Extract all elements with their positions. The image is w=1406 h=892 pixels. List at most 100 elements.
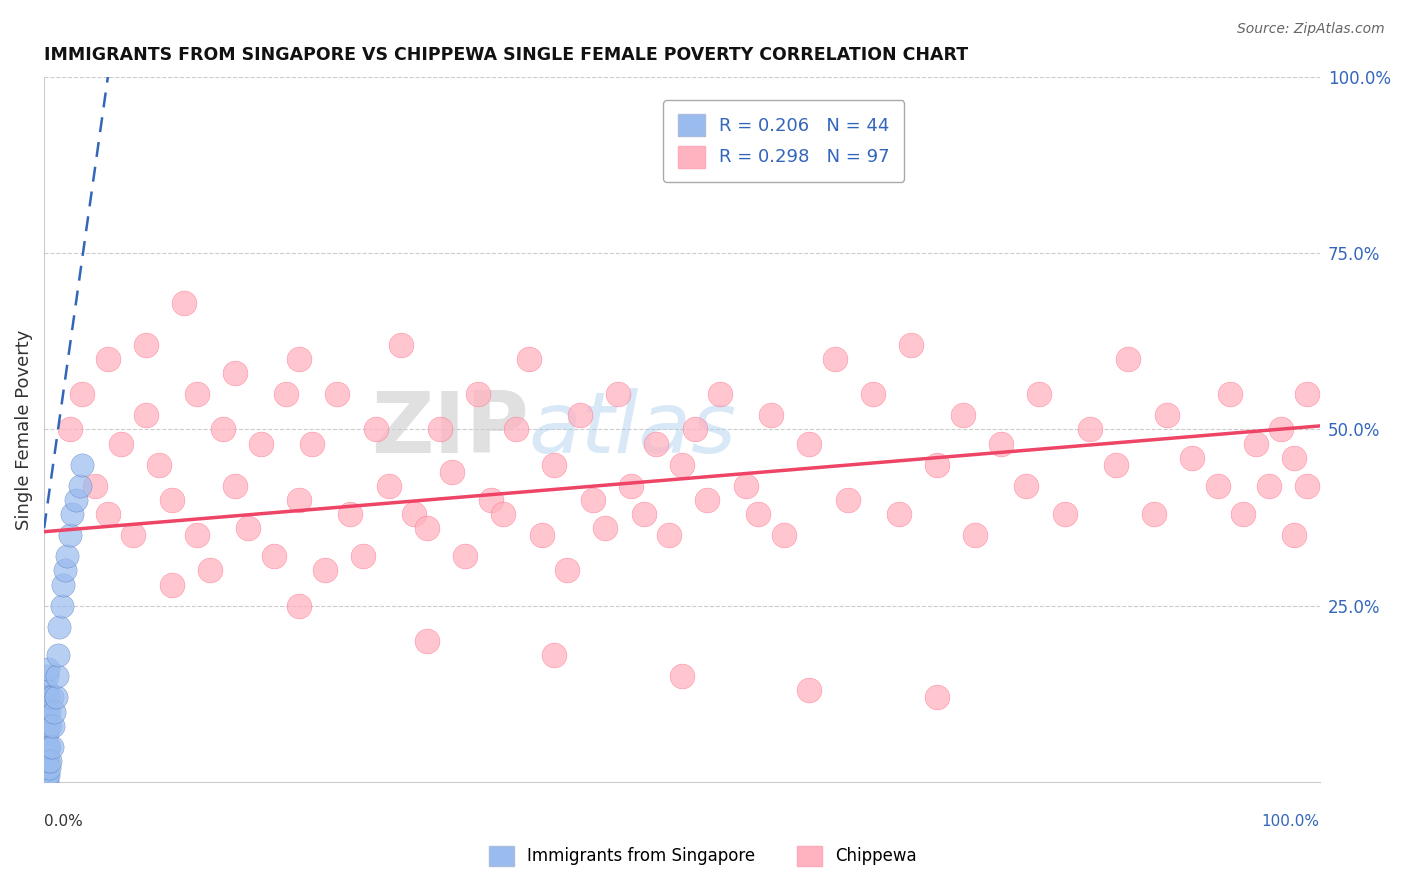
Point bbox=[1270, 422, 1292, 436]
Point bbox=[160, 493, 183, 508]
Point bbox=[314, 564, 336, 578]
Point bbox=[402, 507, 425, 521]
Point bbox=[389, 338, 412, 352]
Point bbox=[42, 718, 65, 732]
Point bbox=[38, 705, 60, 719]
Point bbox=[416, 521, 439, 535]
Point bbox=[34, 718, 56, 732]
Point bbox=[72, 387, 94, 401]
Point bbox=[60, 507, 83, 521]
Point bbox=[59, 422, 82, 436]
Point bbox=[37, 718, 59, 732]
Point bbox=[799, 436, 821, 450]
Point bbox=[925, 458, 948, 472]
Text: atlas: atlas bbox=[529, 388, 737, 471]
Point bbox=[72, 458, 94, 472]
Point bbox=[862, 387, 884, 401]
Point bbox=[633, 507, 655, 521]
Point bbox=[671, 669, 693, 683]
Point bbox=[148, 458, 170, 472]
Point bbox=[799, 683, 821, 698]
Point bbox=[1053, 507, 1076, 521]
Point bbox=[224, 479, 246, 493]
Point bbox=[53, 564, 76, 578]
Point bbox=[1206, 479, 1229, 493]
Point bbox=[211, 422, 233, 436]
Point bbox=[46, 648, 69, 662]
Point bbox=[1244, 436, 1267, 450]
Point bbox=[543, 648, 565, 662]
Point bbox=[671, 458, 693, 472]
Point bbox=[467, 387, 489, 401]
Text: ZIP: ZIP bbox=[371, 388, 529, 471]
Point bbox=[37, 662, 59, 676]
Legend: R = 0.206   N = 44, R = 0.298   N = 97: R = 0.206 N = 44, R = 0.298 N = 97 bbox=[664, 100, 904, 182]
Point bbox=[263, 549, 285, 564]
Point bbox=[595, 521, 617, 535]
Point bbox=[35, 705, 58, 719]
Text: 100.0%: 100.0% bbox=[1261, 814, 1320, 829]
Point bbox=[34, 739, 56, 754]
Point bbox=[35, 669, 58, 683]
Point bbox=[198, 564, 221, 578]
Point bbox=[135, 338, 157, 352]
Point bbox=[45, 690, 67, 705]
Point bbox=[34, 725, 56, 739]
Point bbox=[1118, 351, 1140, 366]
Point bbox=[1282, 528, 1305, 542]
Point bbox=[759, 409, 782, 423]
Point bbox=[238, 521, 260, 535]
Point bbox=[492, 507, 515, 521]
Text: IMMIGRANTS FROM SINGAPORE VS CHIPPEWA SINGLE FEMALE POVERTY CORRELATION CHART: IMMIGRANTS FROM SINGAPORE VS CHIPPEWA SI… bbox=[44, 46, 969, 64]
Point bbox=[824, 351, 846, 366]
Point bbox=[454, 549, 477, 564]
Point bbox=[37, 739, 59, 754]
Point bbox=[555, 564, 578, 578]
Text: 0.0%: 0.0% bbox=[44, 814, 83, 829]
Point bbox=[35, 775, 58, 789]
Point bbox=[97, 351, 120, 366]
Point bbox=[38, 739, 60, 754]
Point bbox=[990, 436, 1012, 450]
Point bbox=[44, 705, 66, 719]
Point bbox=[288, 351, 311, 366]
Point bbox=[288, 599, 311, 613]
Point bbox=[696, 493, 718, 508]
Point bbox=[160, 577, 183, 591]
Point bbox=[1296, 479, 1319, 493]
Point bbox=[505, 422, 527, 436]
Point bbox=[288, 493, 311, 508]
Point bbox=[65, 493, 87, 508]
Point bbox=[224, 366, 246, 380]
Point bbox=[364, 422, 387, 436]
Point bbox=[122, 528, 145, 542]
Text: Source: ZipAtlas.com: Source: ZipAtlas.com bbox=[1237, 22, 1385, 37]
Point bbox=[479, 493, 502, 508]
Point bbox=[97, 507, 120, 521]
Point bbox=[1296, 387, 1319, 401]
Point bbox=[925, 690, 948, 705]
Point bbox=[352, 549, 374, 564]
Point bbox=[581, 493, 603, 508]
Point bbox=[1156, 409, 1178, 423]
Point bbox=[1232, 507, 1254, 521]
Point bbox=[416, 634, 439, 648]
Point bbox=[37, 768, 59, 782]
Point bbox=[34, 754, 56, 768]
Point bbox=[41, 739, 63, 754]
Point bbox=[658, 528, 681, 542]
Point bbox=[35, 754, 58, 768]
Point bbox=[887, 507, 910, 521]
Point bbox=[69, 479, 91, 493]
Point bbox=[568, 409, 591, 423]
Point bbox=[35, 768, 58, 782]
Point bbox=[34, 761, 56, 775]
Point bbox=[41, 690, 63, 705]
Point bbox=[965, 528, 987, 542]
Point bbox=[517, 351, 540, 366]
Point bbox=[56, 549, 79, 564]
Point bbox=[135, 409, 157, 423]
Point bbox=[837, 493, 859, 508]
Point bbox=[1282, 450, 1305, 465]
Point bbox=[607, 387, 630, 401]
